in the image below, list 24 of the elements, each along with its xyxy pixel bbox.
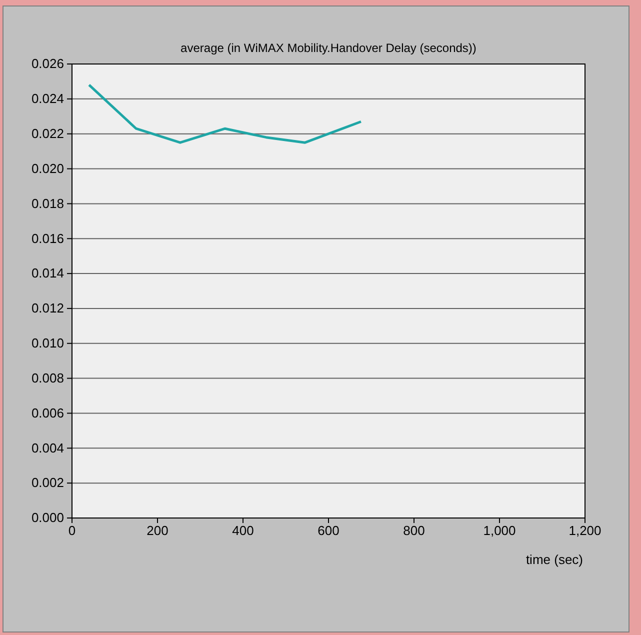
x-tick-label: 400 <box>232 523 254 538</box>
chart-title: average (in WiMAX Mobility.Handover Delay (seconds)) <box>180 41 476 55</box>
y-tick-label: 0.000 <box>31 510 64 526</box>
line-series <box>88 84 362 144</box>
y-tick-label: 0.020 <box>31 160 64 176</box>
y-tick-label: 0.026 <box>31 56 64 72</box>
y-tick-label: 0.012 <box>31 300 64 316</box>
y-tick-label: 0.004 <box>31 440 64 456</box>
y-tick-label: 0.022 <box>31 126 64 142</box>
x-tick-label: 0 <box>68 523 76 538</box>
y-tick-label: 0.018 <box>31 196 64 211</box>
x-tick-label: 800 <box>403 523 425 538</box>
y-tick-label: 0.002 <box>31 475 64 490</box>
y-tick-label: 0.014 <box>31 266 64 281</box>
y-tick-label: 0.010 <box>31 336 64 351</box>
y-tick-label: 0.016 <box>31 230 64 246</box>
x-axis-title: time (sec) <box>526 552 583 567</box>
x-tick-label: 1,200 <box>568 523 602 538</box>
y-tick-label: 0.006 <box>31 405 64 420</box>
y-tick-label: 0.008 <box>31 370 64 386</box>
x-tick-label: 600 <box>318 523 340 538</box>
y-tick-label: 0.024 <box>31 91 64 106</box>
x-tick-label: 1,000 <box>483 523 516 538</box>
x-tick-label: 200 <box>146 523 168 538</box>
